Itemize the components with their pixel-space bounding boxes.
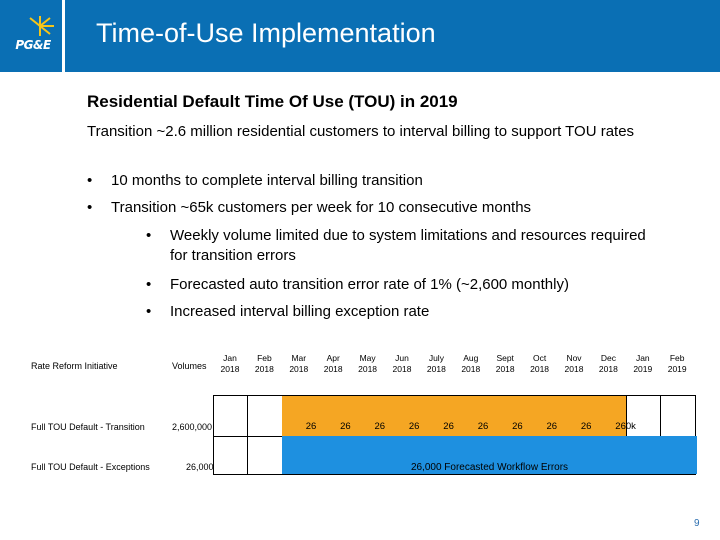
month-header: Aug 2018 xyxy=(454,353,488,375)
month-year: 2018 xyxy=(564,364,584,374)
bullet-text: 10 months to complete interval billing t… xyxy=(111,172,423,189)
transition-value: 260k xyxy=(609,421,643,432)
month-year: 2018 xyxy=(254,364,274,374)
transition-bar-cell xyxy=(385,396,420,436)
transition-value: 260k xyxy=(333,421,367,432)
month-name: Jan xyxy=(223,353,237,363)
grid-line xyxy=(625,395,627,475)
month-header: Feb 2018 xyxy=(247,353,281,375)
month-name: Apr xyxy=(326,353,340,363)
month-name: Dec xyxy=(600,353,616,363)
transition-bar-cell xyxy=(591,396,627,436)
month-header: Mar 2018 xyxy=(282,353,316,375)
month-header: Sept 2018 xyxy=(488,353,522,375)
grid-line xyxy=(660,395,662,475)
transition-bar-cell xyxy=(557,396,592,436)
bullet-dot-icon: • xyxy=(146,276,152,293)
grid-line xyxy=(213,395,695,396)
month-year: 2018 xyxy=(392,364,412,374)
month-year: 2019 xyxy=(667,364,687,374)
transition-value: 260k xyxy=(505,421,539,432)
month-year: 2018 xyxy=(358,364,378,374)
page-title: Time-of-Use Implementation xyxy=(96,18,436,48)
sub-bullet-text: Forecasted auto transition error rate of… xyxy=(170,276,569,293)
month-name: Jun xyxy=(395,353,409,363)
logo-text: PG&E xyxy=(15,38,51,52)
transition-value: 260k xyxy=(299,421,333,432)
sub-bullet-text: Increased interval billing exception rat… xyxy=(170,303,430,320)
month-header: Oct 2018 xyxy=(523,353,557,375)
month-header: Feb 2019 xyxy=(660,353,694,375)
transition-value: 260k xyxy=(574,421,608,432)
month-year: 2019 xyxy=(633,364,653,374)
month-name: Feb xyxy=(669,353,685,363)
row-label-transition: Full TOU Default - Transition xyxy=(31,422,145,432)
month-year: 2018 xyxy=(461,364,481,374)
section-subtitle: Residential Default Time Of Use (TOU) in… xyxy=(87,92,458,111)
month-name: Oct xyxy=(532,353,547,363)
month-year: 2018 xyxy=(495,364,515,374)
month-year: 2018 xyxy=(220,364,240,374)
transition-bar-cell xyxy=(453,396,489,436)
month-name: Jan xyxy=(635,353,650,363)
transition-value: 260k xyxy=(540,421,574,432)
row-volume-transition: 2,600,000 xyxy=(172,422,213,432)
transition-bar-cell xyxy=(488,396,524,436)
header-bar: PG&E Time-of-Use Implementation xyxy=(0,0,720,72)
month-header: Jun 2018 xyxy=(385,353,419,375)
sub-bullet-text: Weekly volume limited due to system limi… xyxy=(170,227,646,264)
bullet-dot-icon: • xyxy=(87,199,93,216)
bullet-dot-icon: • xyxy=(146,227,152,244)
month-year: 2018 xyxy=(598,364,618,374)
bullet-dot-icon: • xyxy=(146,303,152,320)
month-year: 2018 xyxy=(426,364,446,374)
transition-bar-cell xyxy=(281,396,317,436)
month-year: 2018 xyxy=(530,364,550,374)
month-header: Apr 2018 xyxy=(316,353,350,375)
grid-line xyxy=(247,395,249,475)
column-header-volumes: Volumes xyxy=(172,361,207,371)
row-volume-exceptions: 26,000 xyxy=(186,462,214,472)
month-header: July 2018 xyxy=(419,353,453,375)
pge-logo: PG&E xyxy=(10,14,56,60)
grid-line xyxy=(694,395,696,475)
month-name: Sept xyxy=(496,353,514,363)
month-header: Jan 2019 xyxy=(626,353,660,375)
month-name: Feb xyxy=(257,353,272,363)
bullet-dot-icon: • xyxy=(87,172,93,189)
transition-bar-cell xyxy=(522,396,558,436)
month-header: May 2018 xyxy=(351,353,385,375)
page-number: 9 xyxy=(694,518,700,529)
month-name: May xyxy=(359,353,376,363)
exceptions-band-label: 26,000 Forecasted Workflow Errors xyxy=(410,462,569,473)
intro-paragraph: Transition ~2.6 million residential cust… xyxy=(87,123,635,140)
grid-line xyxy=(213,474,695,475)
header-divider xyxy=(62,0,65,72)
month-name: Nov xyxy=(566,353,582,363)
month-header: Nov 2018 xyxy=(557,353,591,375)
exceptions-band xyxy=(282,436,697,474)
column-header-initiative: Rate Reform Initiative xyxy=(31,361,118,371)
transition-bar-cell xyxy=(419,396,455,436)
month-name: Mar xyxy=(291,353,307,363)
month-header: Dec 2018 xyxy=(591,353,625,375)
month-year: 2018 xyxy=(323,364,343,374)
transition-value: 260k xyxy=(402,421,436,432)
logo-emblem-icon xyxy=(10,14,56,60)
transition-value: 260k xyxy=(368,421,402,432)
transition-bar-cell xyxy=(316,396,352,436)
grid-line xyxy=(213,395,214,475)
month-header: Jan 2018 xyxy=(213,353,247,375)
bullet-text: Transition ~65k customers per week for 1… xyxy=(111,199,532,216)
month-name: Aug xyxy=(463,353,479,363)
row-label-exceptions: Full TOU Default - Exceptions xyxy=(31,462,150,472)
month-name: July xyxy=(428,353,444,363)
month-year: 2018 xyxy=(289,364,309,374)
transition-value: 260k xyxy=(437,421,471,432)
transition-bar-cell xyxy=(350,396,386,436)
transition-value: 260k xyxy=(471,421,505,432)
